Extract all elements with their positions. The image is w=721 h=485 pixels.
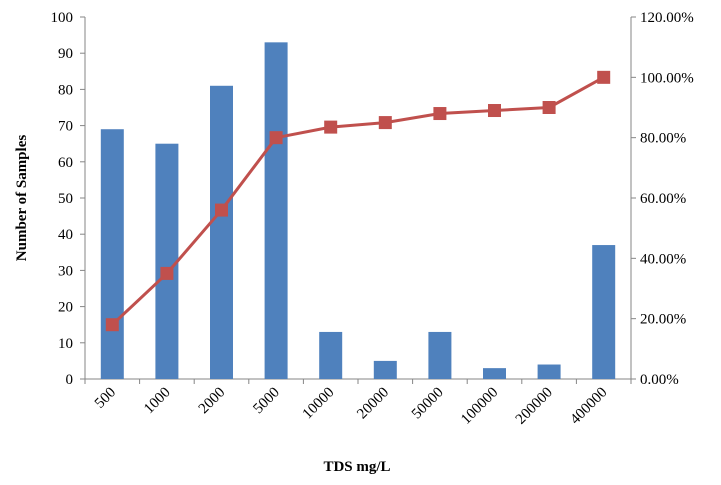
line-marker xyxy=(105,318,119,332)
bar xyxy=(155,143,179,379)
y-tick-label: 70 xyxy=(58,119,73,135)
y2-tick-label: 120.00% xyxy=(640,10,694,26)
line-marker xyxy=(433,107,447,121)
x-tick-label: 1000 xyxy=(141,385,174,418)
x-axis-title: TDS mg/L xyxy=(323,459,390,475)
cumulative-line xyxy=(111,76,605,326)
x-tick-label: 200000 xyxy=(513,385,556,428)
y-tick-label: 90 xyxy=(58,46,73,62)
x-tick-label: 400000 xyxy=(567,385,610,428)
x-tick-label: 20000 xyxy=(354,385,392,423)
line-marker xyxy=(269,131,283,145)
y-tick-label: 50 xyxy=(58,191,73,207)
bar xyxy=(537,364,561,379)
line-marker xyxy=(597,70,611,84)
line-marker xyxy=(378,116,392,130)
line-marker xyxy=(488,104,501,118)
bar xyxy=(483,368,506,379)
x-tick-label: 5000 xyxy=(250,385,283,418)
y-tick-label: 40 xyxy=(58,227,73,243)
bar xyxy=(210,85,233,379)
line-marker xyxy=(324,120,338,134)
y-tick-label: 100 xyxy=(51,10,74,26)
y-tick-label: 20 xyxy=(58,300,73,316)
y-axis-title: Number of Samples xyxy=(14,135,30,262)
x-tick-label: 2000 xyxy=(196,385,229,418)
y-tick-label: 10 xyxy=(58,336,73,352)
line-marker xyxy=(160,266,174,280)
line-marker xyxy=(215,203,228,217)
y-tick-label: 30 xyxy=(58,263,73,279)
x-tick-label: 50000 xyxy=(409,385,447,423)
y-tick-label: 80 xyxy=(58,82,73,98)
y2-tick-label: 0.00% xyxy=(640,372,679,388)
line-marker xyxy=(542,101,556,114)
y2-tick-label: 20.00% xyxy=(640,312,686,328)
bar xyxy=(319,331,343,379)
bar xyxy=(373,360,397,379)
bar xyxy=(100,129,124,379)
x-tick-label: 10000 xyxy=(300,385,338,423)
y-tick-label: 0 xyxy=(66,372,74,388)
y-tick-label: 60 xyxy=(58,155,73,171)
bar xyxy=(592,245,616,379)
bar xyxy=(428,331,452,379)
x-tick-label: 100000 xyxy=(458,385,501,428)
plot-area: 0 10 20 30 40 50 60 70 80 90 100 0.00% 20.00% 40.00% 6… xyxy=(51,10,694,428)
x-tick-label: 500 xyxy=(92,385,119,412)
y2-tick-label: 60.00% xyxy=(640,191,686,207)
y2-tick-label: 40.00% xyxy=(640,251,686,267)
y2-tick-label: 100.00% xyxy=(640,70,694,86)
bar xyxy=(264,42,288,380)
y2-tick-label: 80.00% xyxy=(640,131,686,147)
